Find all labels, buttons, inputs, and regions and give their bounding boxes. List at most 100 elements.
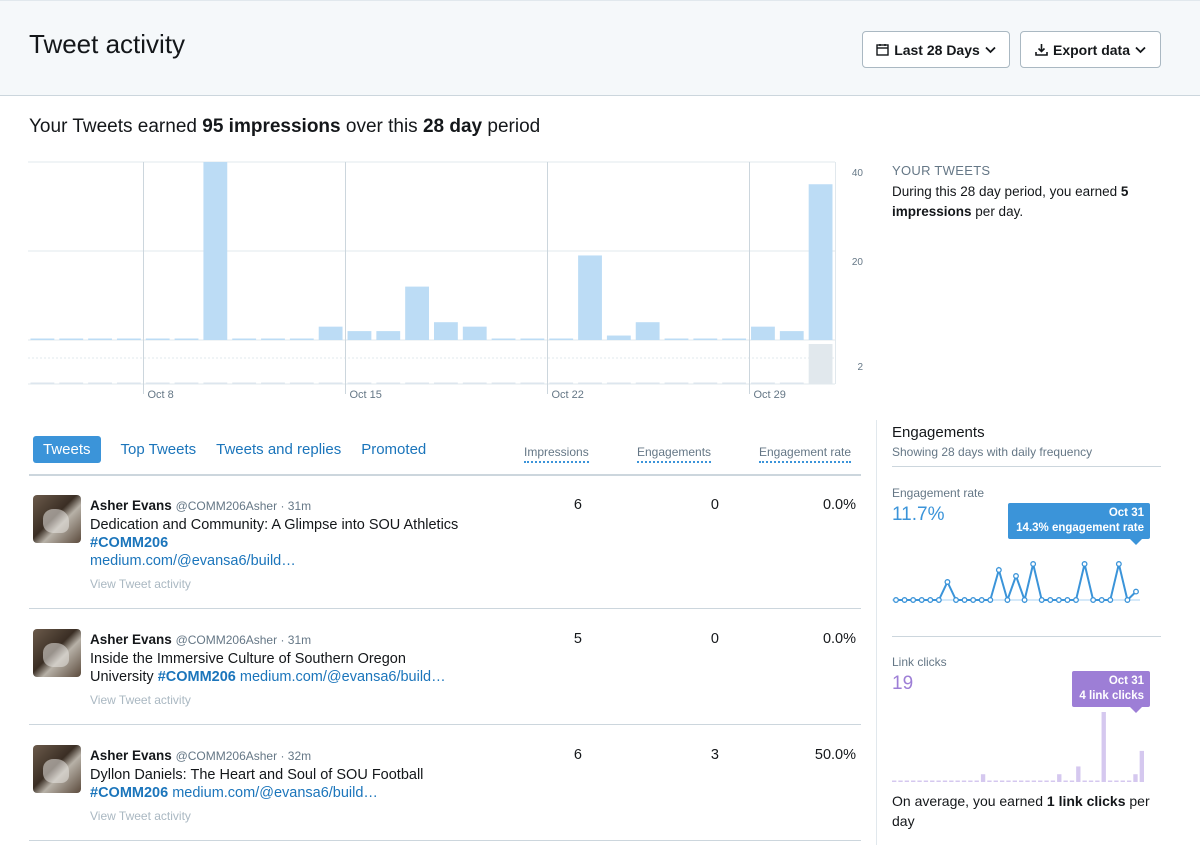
link-clicks-bar xyxy=(980,774,986,782)
avatar[interactable] xyxy=(33,629,81,677)
x-tick-label: Oct 22 xyxy=(552,389,584,401)
engagement-rate-point xyxy=(944,579,951,585)
engagement-rate-point xyxy=(1124,597,1131,603)
y-tick-label: 2 xyxy=(857,362,863,373)
link-clicks-value: 19 xyxy=(892,673,914,694)
average-link-clicks: 1 link clicks xyxy=(1046,793,1126,809)
link-clicks-bar xyxy=(1050,780,1056,782)
link-clicks-bar xyxy=(892,780,897,782)
promoted-bar xyxy=(722,382,747,384)
impressions-bar xyxy=(347,331,372,340)
y-tick-label: 40 xyxy=(852,168,864,179)
impressions-bar xyxy=(808,184,833,340)
engagement-rate-point xyxy=(953,597,959,603)
link-clicks-bar xyxy=(1114,780,1119,782)
column-header-engagements[interactable]: Engagements xyxy=(637,445,712,463)
avatar[interactable] xyxy=(33,495,81,543)
link-clicks-bar xyxy=(955,780,960,782)
daily-impressions: 5 impressions xyxy=(892,184,1129,219)
tweet-row: Asher Evans @COMM206Asher · 31m Dedicati… xyxy=(29,493,861,609)
promoted-bar xyxy=(491,382,516,384)
tweet-author-name[interactable]: Asher Evans xyxy=(90,498,172,513)
tab-promoted[interactable]: Promoted xyxy=(361,441,427,458)
engagements-subtitle: Showing 28 days with daily frequency xyxy=(892,445,1093,459)
promoted-bar xyxy=(261,382,285,384)
engagement-rate-point xyxy=(1004,597,1011,603)
x-tick-label: Oct 8 xyxy=(148,389,174,401)
hashtag-link[interactable]: #COMM206 xyxy=(90,535,169,551)
link-clicks-bar xyxy=(917,780,922,782)
your-tweets-text: During this 28 day period, you earned 5 … xyxy=(892,184,1129,219)
tweet-link[interactable]: medium.com/@evansa6/build… xyxy=(172,785,378,801)
link-clicks-tooltip: Oct 31 4 link clicks xyxy=(1072,671,1150,713)
impressions-bar xyxy=(664,338,689,340)
date-range-button[interactable]: Last 28 Days xyxy=(862,31,1010,68)
engagement-rate-point xyxy=(978,597,985,603)
link-clicks-bar xyxy=(1107,780,1113,782)
engagement-rate-point xyxy=(901,597,908,603)
promoted-bar xyxy=(808,344,833,384)
tweet-author-handle[interactable]: @COMM206Asher · 32m xyxy=(175,749,312,763)
impressions-chart: Oct 8 Oct 15 Oct 22 Oct 29 40 20 2 xyxy=(28,161,864,401)
tweet-engagement-rate: 50.0% xyxy=(814,747,856,763)
promoted-bar xyxy=(88,382,112,384)
impressions-bar xyxy=(578,255,602,340)
date-range-label: Last 28 Days xyxy=(894,41,980,58)
link-clicks-bar xyxy=(987,780,992,782)
divider xyxy=(29,474,861,476)
tweet-engagement-rate: 0.0% xyxy=(822,631,856,647)
avatar[interactable] xyxy=(33,745,81,793)
impressions-bar xyxy=(549,338,574,340)
view-tweet-activity-link[interactable]: View Tweet activity xyxy=(90,809,191,823)
link-clicks-bar xyxy=(1069,780,1075,782)
promoted-bar xyxy=(549,382,574,384)
link-clicks-bar xyxy=(999,780,1005,782)
link-clicks-bar xyxy=(930,780,935,782)
impressions-bar xyxy=(462,326,487,340)
tweet-author-handle[interactable]: @COMM206Asher · 31m xyxy=(175,633,312,647)
tweet-author-name[interactable]: Asher Evans xyxy=(90,632,172,647)
promoted-bar xyxy=(779,382,804,384)
impressions-bar xyxy=(59,338,84,340)
promoted-bar xyxy=(578,382,602,384)
link-clicks-bar xyxy=(1126,780,1132,782)
link-clicks-label: Link clicks xyxy=(892,655,947,669)
tweet-link[interactable]: medium.com/@evansa6/build… xyxy=(239,669,446,685)
promoted-bar xyxy=(462,382,487,384)
impressions-bar xyxy=(88,338,112,340)
impressions-bar xyxy=(491,338,516,340)
tweet-author-name[interactable]: Asher Evans xyxy=(90,748,172,763)
tweet-impressions: 5 xyxy=(573,631,582,647)
link-clicks-bar xyxy=(1133,774,1138,782)
link-clicks-chart xyxy=(892,712,1144,782)
view-tweet-activity-link[interactable]: View Tweet activity xyxy=(90,693,191,707)
promoted-bar xyxy=(434,382,458,384)
impressions-bar xyxy=(635,322,660,340)
column-header-impressions[interactable]: Impressions xyxy=(524,445,589,463)
hashtag-link[interactable]: #COMM206 xyxy=(157,669,236,685)
promoted-bar xyxy=(232,382,257,384)
link-clicks-bar xyxy=(1025,780,1030,782)
promoted-bar xyxy=(405,382,429,384)
tab-tweets-and-replies[interactable]: Tweets and replies xyxy=(216,441,342,458)
tweet-link[interactable]: medium.com/@evansa6/build… xyxy=(90,553,296,569)
link-clicks-bar xyxy=(923,780,929,782)
tab-top-tweets[interactable]: Top Tweets xyxy=(120,441,197,458)
chevron-down-icon xyxy=(1135,46,1146,53)
tab-tweets[interactable]: Tweets xyxy=(33,436,101,463)
engagement-rate-point xyxy=(1030,561,1037,567)
export-data-button[interactable]: Export data xyxy=(1020,31,1161,68)
promoted-bar xyxy=(116,382,141,384)
column-header-engagement-rate[interactable]: Engagement rate xyxy=(759,445,852,463)
tweet-author-handle[interactable]: @COMM206Asher · 31m xyxy=(175,499,312,513)
link-clicks-bar xyxy=(993,780,998,782)
hashtag-link[interactable]: #COMM206 xyxy=(90,785,169,801)
engagement-rate-chart xyxy=(892,561,1140,604)
promoted-bar xyxy=(376,382,401,384)
impressions-bar xyxy=(405,286,429,340)
tweet-text: Dedication and Community: A Glimpse into… xyxy=(90,517,459,569)
download-icon xyxy=(1035,44,1048,56)
promoted-bar xyxy=(318,382,343,384)
engagement-rate-point xyxy=(1133,588,1139,595)
view-tweet-activity-link[interactable]: View Tweet activity xyxy=(90,577,191,591)
